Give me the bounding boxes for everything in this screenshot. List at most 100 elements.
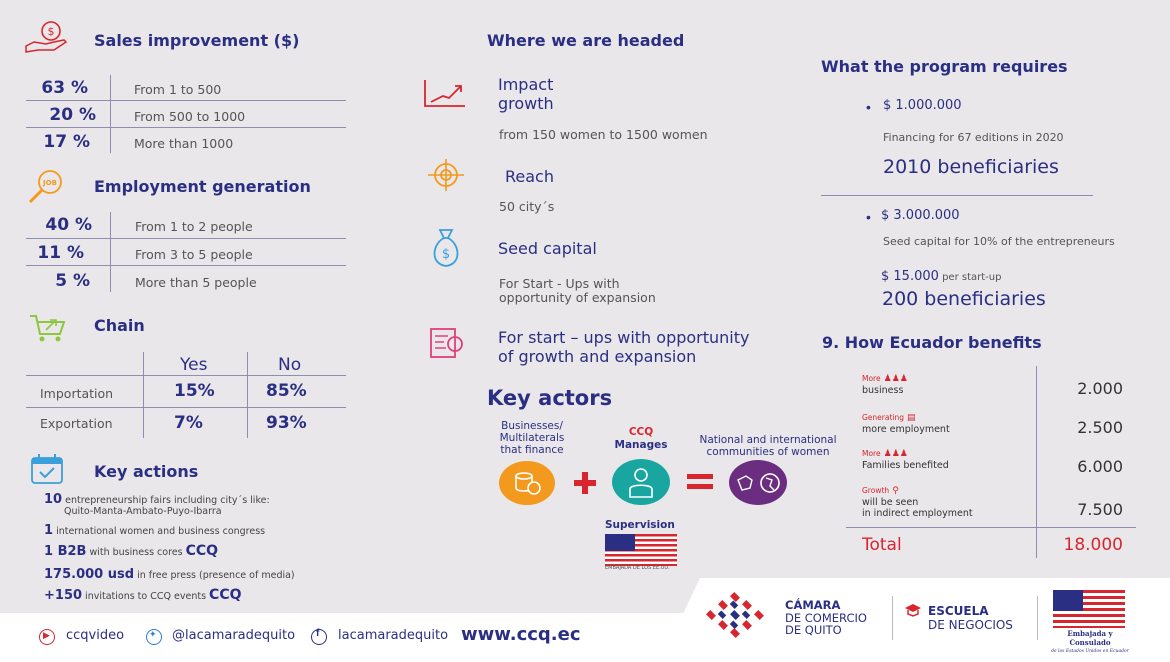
ecuador-row-2-value: 2.500 [1077, 418, 1123, 437]
ecuador-row-3-value: 6.000 [1077, 457, 1123, 476]
requires-title: What the program requires [821, 57, 1068, 76]
ecuador-row-4-red: Growth [862, 486, 890, 495]
divider [110, 212, 111, 292]
key-action-4: 175.000 usd in free press (presence of m… [44, 567, 295, 582]
finance-line-2: Multilaterals [499, 432, 565, 444]
svg-text:$: $ [48, 25, 55, 38]
ecuador-row-1-text: business [862, 385, 904, 396]
national-line-2: communities of women [706, 446, 830, 458]
youtube-handle[interactable]: ccqvideo [66, 628, 125, 643]
chain-yes-2: 7% [174, 413, 203, 433]
money-hand-icon: $ [25, 21, 68, 53]
divider [1037, 596, 1038, 640]
chain-no-2: 93% [266, 413, 307, 433]
ecuador-row-4-value: 7.500 [1077, 500, 1123, 519]
ecuador-row-1-value: 2.000 [1077, 379, 1123, 398]
divider [821, 195, 1093, 196]
key-action-2-text: international women and business congres… [53, 526, 266, 537]
divider [1036, 366, 1037, 558]
document-chart-icon [430, 328, 463, 358]
manages-label: Manages [614, 439, 668, 451]
growth-search-icon: ⚲ [892, 486, 899, 496]
divider [892, 596, 893, 640]
finance-line-1: Businesses/ [501, 420, 563, 432]
actors-finance-label: Businesses/ Multilaterals that finance [492, 420, 572, 456]
document-icon: ▤ [907, 413, 916, 423]
sales-range-1: From 1 to 500 [134, 82, 222, 97]
divider [143, 352, 144, 438]
requires-amount-1: $ 1.000.000 [883, 98, 962, 113]
shopping-cart-icon [30, 315, 66, 342]
headed-4-title-line1: For start – ups with opportunity [498, 328, 750, 347]
chain-no-header: No [278, 355, 302, 375]
camara-text: CÁMARA DE COMERCIO DE QUITO [785, 599, 867, 637]
ecuador-row-2-label: Generating ▤ more employment [862, 412, 950, 435]
twitter-icon[interactable] [146, 629, 162, 645]
sales-range-2: From 500 to 1000 [134, 109, 246, 124]
key-action-3: 1 B2B with business cores CCQ [44, 543, 218, 559]
chain-yes-header: Yes [180, 355, 208, 375]
key-action-1-text: entrepreneurship fairs including city´s … [62, 495, 270, 506]
key-action-5-text: invitations to CCQ events [82, 591, 210, 602]
requires-big-2: 200 beneficiaries [882, 288, 1046, 310]
headed-1-title: Impact growth [498, 75, 554, 113]
ccq-label: CCQ [628, 426, 654, 438]
svg-text:$: $ [442, 247, 450, 262]
divider [26, 375, 346, 376]
headed-4-title-line2: of growth and expansion [498, 347, 697, 366]
graduation-cap-icon [905, 604, 921, 617]
headed-4-title: For start – ups with opportunity of grow… [498, 328, 749, 366]
ecuador-total-label: Total [862, 535, 902, 555]
website-link[interactable]: www.ccq.ec [461, 624, 581, 645]
employment-title: Employment generation [94, 177, 311, 196]
requires-per: per start-up [938, 272, 1002, 283]
manager-person-icon [629, 468, 653, 498]
divider [26, 407, 346, 408]
ecuador-row-1-red: More [862, 374, 881, 383]
twitter-glyph: ✦ [149, 629, 157, 639]
sales-pct-3: 17 % [43, 132, 90, 152]
ecuador-title: 9. How Ecuador benefits [822, 333, 1042, 352]
divider [846, 527, 1136, 528]
key-action-1-text2: Quito-Manta-Ambato-Puyo-Ibarra [64, 506, 222, 517]
divider [26, 100, 346, 101]
ecuador-row-2-red: Generating [862, 413, 905, 422]
key-action-1-bold: 10 [44, 492, 63, 507]
growth-chart-icon [424, 80, 465, 107]
people-icon: ♟♟♟ [883, 374, 908, 384]
embajada-text: Embajada y Consulado de los Estados Unid… [1050, 629, 1130, 656]
youtube-glyph: ▶ [43, 630, 50, 640]
footer-white-wedge [660, 578, 1170, 662]
headed-3-sub: For Start - Ups with opportunity of expa… [499, 277, 656, 305]
chain-yes-1: 15% [174, 381, 215, 401]
calendar-check-icon [31, 454, 63, 484]
headed-3-sub-line2: opportunity of expansion [499, 290, 656, 305]
headed-1-sub: from 150 women to 1500 women [499, 127, 708, 142]
divider [247, 352, 248, 438]
supervision-label: Supervision [605, 519, 675, 531]
facebook-handle[interactable]: lacamaradequito [338, 628, 449, 643]
twitter-handle[interactable]: @lacamaradequito [172, 628, 296, 643]
key-action-3-bold: 1 B2B [44, 544, 87, 559]
escuela-line-1: ESCUELA [928, 604, 989, 618]
camara-line-2: DE COMERCIO [785, 610, 867, 625]
requires-amount-2: $ 3.000.000 [881, 208, 960, 223]
camara-line-3: DE QUITO [785, 623, 842, 637]
embajada-line-2: de los Estados Unidos en Ecuador [1051, 649, 1129, 654]
embassy-small-label: EMBAJADA DE LOS EE.UU. [605, 565, 670, 571]
requires-sub-2: Seed capital for 10% of the entrepreneur… [883, 235, 1115, 248]
key-action-4-text: in free press (presence of media) [134, 570, 295, 581]
headed-1-title-line1: Impact [498, 75, 554, 94]
key-action-5: +150 invitations to CCQ events CCQ [44, 587, 242, 603]
finance-coins-circle [499, 461, 555, 505]
ecuador-row-4-text: will be seen [862, 497, 919, 508]
requires-sub-1: Financing for 67 editions in 2020 [883, 131, 1064, 144]
emp-pct-1: 40 % [45, 215, 92, 235]
headed-2-title: Reach [505, 167, 554, 186]
emp-range-2: From 3 to 5 people [135, 247, 253, 262]
youtube-icon[interactable] [39, 629, 55, 645]
sales-title: Sales improvement ($) [94, 31, 300, 50]
key-action-3-text: with business cores [86, 547, 186, 558]
facebook-icon[interactable] [311, 629, 327, 645]
escuela-line-2: DE NEGOCIOS [928, 618, 1013, 632]
